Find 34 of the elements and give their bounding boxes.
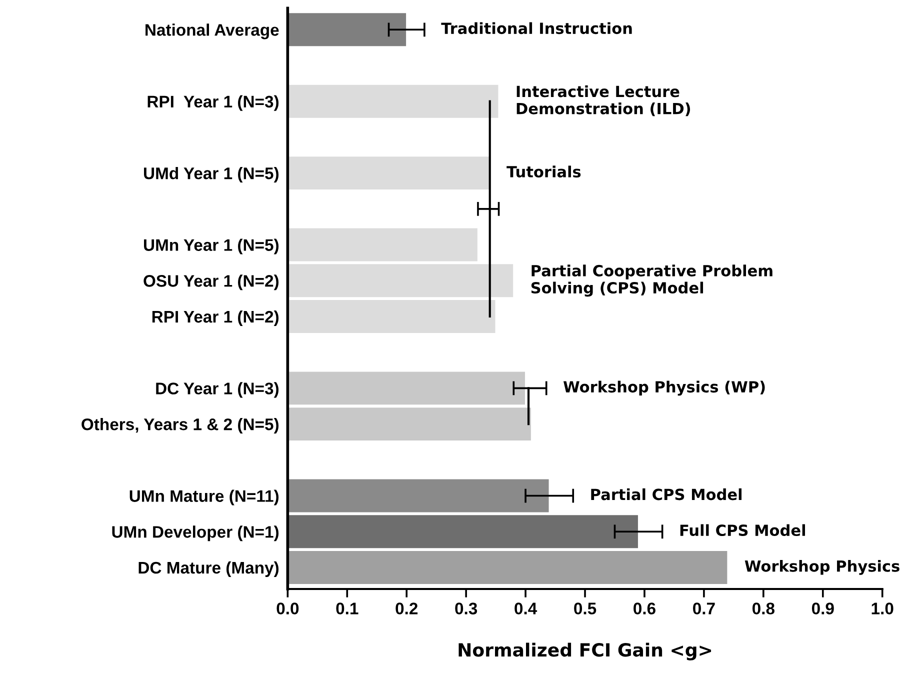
x-axis-title: Normalized FCI Gain <g>	[458, 642, 712, 660]
y-tick-label: OSU Year 1 (N=2)	[144, 274, 279, 290]
annotation: Partial CPS Model	[591, 488, 742, 500]
x-tick-label: 1.0	[872, 602, 894, 614]
x-tick-label: 0.9	[812, 602, 834, 614]
y-tick-label: DC Year 1 (N=3)	[156, 382, 279, 398]
x-tick-label: 0.8	[752, 602, 774, 614]
y-tick-label: Others, Years 1 & 2 (N=5)	[82, 418, 279, 434]
y-tick-label: UMn Mature (N=11)	[130, 490, 279, 506]
x-tick-label: 0.4	[514, 602, 538, 614]
x-tick-label: 0.3	[455, 602, 478, 614]
y-tick-label: DC Mature (Many)	[138, 561, 279, 577]
bar	[288, 155, 490, 191]
x-tick-label: 0.1	[336, 602, 358, 614]
y-tick-label: UMn Developer (N=1)	[112, 526, 279, 542]
annotation: Traditional Instruction	[441, 22, 632, 34]
annotation: Full CPS Model	[680, 524, 806, 536]
annotation: Workshop Physics (WP)	[563, 380, 765, 396]
x-tick-label: 0.0	[276, 602, 299, 614]
annotation: Tutorials	[506, 166, 581, 178]
y-tick-label: RPI Year 1 (N=2)	[152, 310, 279, 326]
annotation: Partial Cooperative Problem Solving (CPS) Model	[531, 264, 772, 297]
y-tick-label: National Average	[146, 24, 279, 40]
x-tick-label: 0.5	[574, 602, 596, 614]
x-tick-label: 0.6	[634, 602, 656, 614]
y-tick-label: UMn Year 1 (N=5)	[144, 238, 279, 254]
bar	[288, 12, 408, 48]
x-tick-label: 0.7	[693, 602, 715, 614]
annotation: Workshop Physics	[744, 560, 900, 575]
annotation: Interactive Lecture Demonstration (ILD)	[516, 85, 690, 116]
bar	[288, 84, 500, 119]
x-tick-label: 0.2	[396, 602, 418, 614]
y-tick-label: UMd Year 1 (N=5)	[144, 167, 279, 183]
y-tick-label: RPI Year 1 (N=3)	[148, 95, 279, 111]
